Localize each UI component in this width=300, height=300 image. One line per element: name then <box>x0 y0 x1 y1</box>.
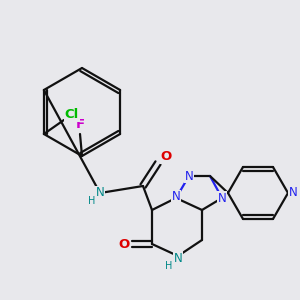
Text: N: N <box>96 187 104 200</box>
Text: N: N <box>184 169 194 182</box>
Text: H: H <box>165 261 173 271</box>
Text: N: N <box>289 187 297 200</box>
Text: Cl: Cl <box>65 109 79 122</box>
Text: F: F <box>75 118 85 131</box>
Text: N: N <box>218 191 226 205</box>
Text: O: O <box>160 151 172 164</box>
Text: O: O <box>118 238 130 250</box>
Text: N: N <box>172 190 180 203</box>
Text: H: H <box>88 196 96 206</box>
Text: N: N <box>174 251 182 265</box>
